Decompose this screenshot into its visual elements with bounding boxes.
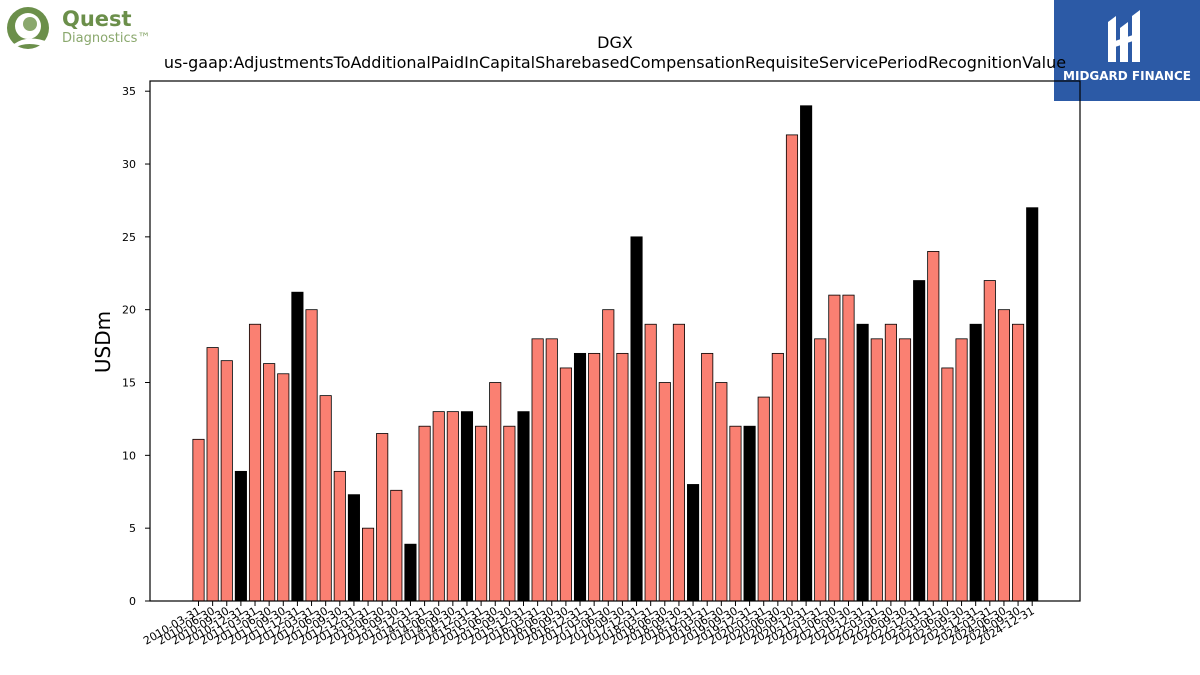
bar-2015-12-31 [517, 411, 530, 602]
y-tick-label: 15 [122, 377, 136, 390]
bar-2016-03-31 [531, 338, 544, 602]
bar-2011-09-30 [277, 373, 290, 602]
midgard-logo-name: MIDGARD FINANCE [1063, 69, 1191, 83]
bar-2022-12-31 [913, 280, 926, 602]
bar-2018-09-30 [672, 323, 685, 602]
y-tick-label: 35 [122, 85, 136, 98]
bar-2023-03-31 [927, 251, 940, 602]
bar-2017-06-30 [602, 309, 615, 602]
bar-2014-06-30 [432, 411, 445, 602]
bar-2015-03-31 [475, 425, 488, 602]
bar-2012-09-30 [333, 470, 346, 602]
y-tick-label: 10 [122, 449, 136, 462]
quest-diagnostics-logo: Quest Diagnostics™ [4, 4, 164, 52]
bar-2014-12-31 [460, 411, 474, 602]
bar-2021-09-30 [842, 294, 855, 602]
bar-2011-06-30 [263, 363, 276, 602]
bar-2019-09-30 [729, 425, 742, 602]
bar-2010-09-30 [220, 360, 233, 602]
bar-2010-12-31 [234, 470, 247, 602]
bar-2021-12-31 [856, 323, 869, 602]
quest-logo-subname: Diagnostics™ [62, 31, 151, 46]
bar-2017-03-31 [588, 352, 601, 602]
bar-2023-06-30 [941, 367, 954, 602]
bar-2012-03-31 [305, 309, 318, 602]
bar-2016-12-31 [573, 352, 587, 602]
bars-group [192, 105, 1039, 602]
bar-2010-03-31 [192, 438, 205, 602]
bar-2024-09-30 [1012, 323, 1025, 602]
bar-2016-09-30 [559, 367, 572, 602]
chart-title: DGX [597, 33, 633, 52]
bar-2012-06-30 [319, 395, 332, 602]
bar-2010-06-30 [206, 347, 219, 602]
y-axis: 0 5 10 15 20 25 30 35 [122, 85, 150, 608]
bar-2016-06-30 [545, 338, 558, 602]
bar-2019-03-31 [701, 352, 714, 602]
bar-2018-03-31 [644, 323, 657, 602]
bar-2012-12-31 [347, 494, 360, 602]
bar-2015-09-30 [503, 425, 516, 602]
bar-2024-06-30 [997, 309, 1010, 602]
chart-subtitle: us-gaap:AdjustmentsToAdditionalPaidInCap… [164, 53, 1066, 72]
plot-frame [149, 80, 1081, 602]
bar-2011-12-31 [291, 291, 304, 602]
bar-2013-09-30 [390, 489, 403, 602]
quest-logo-mark-icon [7, 7, 49, 49]
bar-2023-12-31 [969, 323, 982, 602]
bar-2019-12-31 [743, 425, 756, 602]
bar-2022-06-30 [884, 323, 897, 602]
midgard-logo-mark-icon [1108, 10, 1140, 62]
y-tick-label: 0 [129, 595, 136, 608]
bar-2013-12-31 [404, 543, 417, 602]
bar-2017-09-30 [616, 352, 629, 602]
midgard-finance-logo: MIDGARD FINANCE [1054, 0, 1200, 101]
bar-2013-03-31 [362, 527, 375, 602]
bar-2020-03-31 [757, 396, 770, 602]
bar-2014-09-30 [446, 411, 459, 602]
bar-2011-03-31 [248, 323, 262, 602]
bar-2018-06-30 [658, 382, 671, 602]
y-axis-label: USDm [91, 311, 115, 373]
y-tick-label: 20 [122, 304, 136, 317]
y-tick-label: 5 [129, 522, 136, 535]
x-axis: 2010-03-312010-06-302010-09-302010-12-31… [141, 601, 1037, 648]
bar-2023-09-30 [955, 338, 968, 602]
bar-2015-06-30 [489, 382, 502, 602]
bar-2018-12-31 [687, 484, 700, 602]
bar-2017-12-31 [630, 236, 643, 602]
bar-2020-12-31 [800, 105, 813, 602]
bar-2021-03-31 [814, 338, 827, 602]
bar-2020-09-30 [785, 134, 799, 602]
bar-2014-03-31 [418, 425, 431, 602]
bar-2022-03-31 [870, 338, 883, 602]
bar-2021-06-30 [828, 294, 841, 602]
bar-2022-09-30 [898, 338, 912, 602]
bar-2019-06-30 [715, 382, 728, 602]
bar-2024-12-31 [1026, 207, 1039, 602]
bar-2024-03-31 [983, 280, 996, 602]
y-tick-label: 30 [122, 158, 136, 171]
y-tick-label: 25 [122, 231, 136, 244]
bar-2020-06-30 [771, 352, 784, 602]
bar-2013-06-30 [376, 433, 389, 602]
quest-logo-name: Quest [62, 7, 132, 31]
